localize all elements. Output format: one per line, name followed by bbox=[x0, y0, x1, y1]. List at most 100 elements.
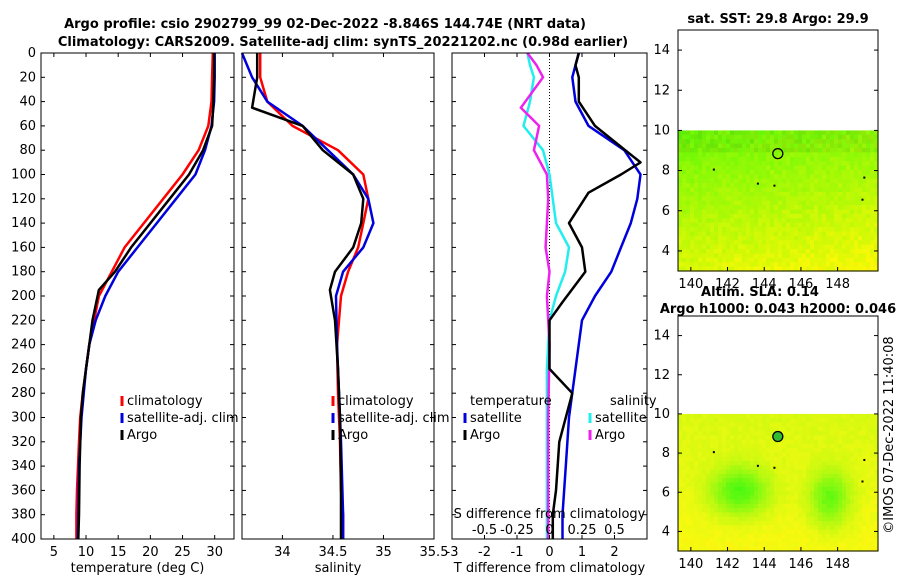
sla-map-cell bbox=[722, 491, 727, 496]
temperature-ytick-label: 260 bbox=[11, 362, 36, 377]
sla-map-cell bbox=[854, 439, 859, 445]
sst-map-cell bbox=[778, 200, 783, 206]
sla-map-cell bbox=[682, 478, 687, 484]
sla-map-cell bbox=[682, 413, 687, 419]
sla-map-cell bbox=[838, 465, 843, 471]
sst-map-cell bbox=[858, 187, 863, 193]
sla-map-cell bbox=[694, 503, 699, 509]
sla-map-cell bbox=[846, 486, 851, 492]
sst-map-cell bbox=[866, 257, 871, 263]
sst-map-cell bbox=[846, 152, 851, 158]
sst-map-cell bbox=[830, 165, 835, 171]
sla-map-cell bbox=[718, 533, 723, 539]
sst-map-cell bbox=[850, 196, 855, 202]
sst-map-cell bbox=[858, 205, 863, 211]
sst-map-cell bbox=[802, 218, 807, 224]
sst-map-cell bbox=[746, 169, 751, 175]
sst-map-cell bbox=[750, 165, 755, 171]
sst-map-cell bbox=[806, 262, 811, 268]
sla-map-cell bbox=[838, 521, 843, 526]
sst-map-cell bbox=[806, 169, 811, 175]
sla-map-cell bbox=[678, 491, 683, 496]
sla-map-cell bbox=[710, 486, 715, 492]
sst-map-cell bbox=[722, 191, 727, 197]
sla-map-cell bbox=[794, 465, 799, 471]
sla-map-cell bbox=[782, 426, 787, 432]
sst-map-cell bbox=[750, 218, 755, 224]
sst-map-cell bbox=[762, 253, 767, 259]
sla-map-cell bbox=[866, 525, 871, 531]
sst-map-cell bbox=[786, 240, 791, 246]
sst-map-cell bbox=[678, 174, 683, 180]
sla-map-cell bbox=[690, 482, 695, 488]
sst-map-cell bbox=[810, 213, 815, 219]
sla-map-cell bbox=[810, 525, 815, 531]
sst-map-cell bbox=[754, 231, 759, 237]
sst-map-cell bbox=[742, 249, 747, 255]
sla-map-cell bbox=[730, 533, 735, 539]
sla-map-cell bbox=[834, 469, 839, 475]
sst-map-cell bbox=[798, 262, 803, 268]
map-ytick-label: 10 bbox=[653, 123, 670, 138]
sst-map-cell bbox=[838, 257, 843, 263]
sst-map-cell bbox=[854, 213, 859, 219]
sst-map-cell bbox=[846, 200, 851, 206]
sla-map-cell bbox=[754, 431, 759, 436]
sla-map-cell bbox=[746, 448, 751, 454]
sla-map-cell bbox=[802, 482, 807, 488]
sla-map-cell bbox=[782, 418, 787, 424]
sla-map-cell bbox=[782, 473, 787, 479]
sst-map-cell bbox=[718, 235, 723, 241]
sla-map-cell bbox=[762, 418, 767, 424]
sla-map-cell bbox=[770, 456, 775, 462]
sla-map-cell bbox=[826, 491, 831, 496]
sla-map-cell bbox=[850, 448, 855, 454]
sst-map-cell bbox=[762, 231, 767, 237]
sla-map-cell bbox=[874, 426, 879, 432]
sla-map-cell bbox=[858, 508, 863, 514]
sst-map-cell bbox=[862, 147, 867, 153]
sst-map-cell bbox=[866, 200, 871, 206]
sla-map-cell bbox=[706, 469, 711, 475]
sst-map-cell bbox=[742, 253, 747, 259]
sst-map-cell bbox=[738, 253, 743, 259]
sst-map-cell bbox=[762, 249, 767, 255]
sst-map-cell bbox=[694, 262, 699, 268]
sla-map-cell bbox=[870, 542, 875, 548]
sla-map-cell bbox=[786, 499, 791, 505]
sla-map-cell bbox=[874, 503, 879, 509]
sla-map-cell bbox=[726, 508, 731, 514]
sla-map-cell bbox=[698, 435, 703, 441]
sst-map-cell bbox=[782, 266, 787, 272]
sla-map-cell bbox=[738, 426, 743, 432]
sst-map-cell bbox=[738, 169, 743, 175]
sla-map-cell bbox=[726, 533, 731, 539]
sst-map-cell bbox=[846, 174, 851, 180]
sst-map-cell bbox=[818, 218, 823, 224]
sst-map-cell bbox=[806, 222, 811, 228]
sst-map-cell bbox=[738, 178, 743, 184]
sla-map-cell bbox=[834, 422, 839, 428]
sst-map-cell bbox=[750, 156, 755, 162]
sst-map-cell bbox=[718, 152, 723, 158]
sla-map-cell bbox=[710, 503, 715, 509]
sla-map-cell bbox=[790, 456, 795, 462]
sla-map-cell bbox=[874, 439, 879, 445]
sla-map-cell bbox=[718, 499, 723, 505]
sst-map-cell bbox=[754, 191, 759, 197]
sst-map-cell bbox=[810, 235, 815, 241]
sla-map-cell bbox=[770, 465, 775, 471]
sst-map-cell bbox=[802, 262, 807, 268]
sst-map-cell bbox=[810, 178, 815, 184]
sla-map-cell bbox=[822, 538, 827, 544]
sst-map-cell bbox=[730, 227, 735, 233]
sst-map-cell bbox=[750, 213, 755, 219]
sla-map-cell bbox=[710, 443, 715, 449]
sst-map-cell bbox=[746, 240, 751, 246]
sst-map-cell bbox=[806, 253, 811, 259]
sst-map-cell bbox=[730, 156, 735, 162]
sla-map-cell bbox=[806, 516, 811, 522]
sla-map-cell bbox=[798, 546, 803, 552]
sla-map-cell bbox=[806, 443, 811, 449]
sla-map-cell bbox=[850, 499, 855, 505]
